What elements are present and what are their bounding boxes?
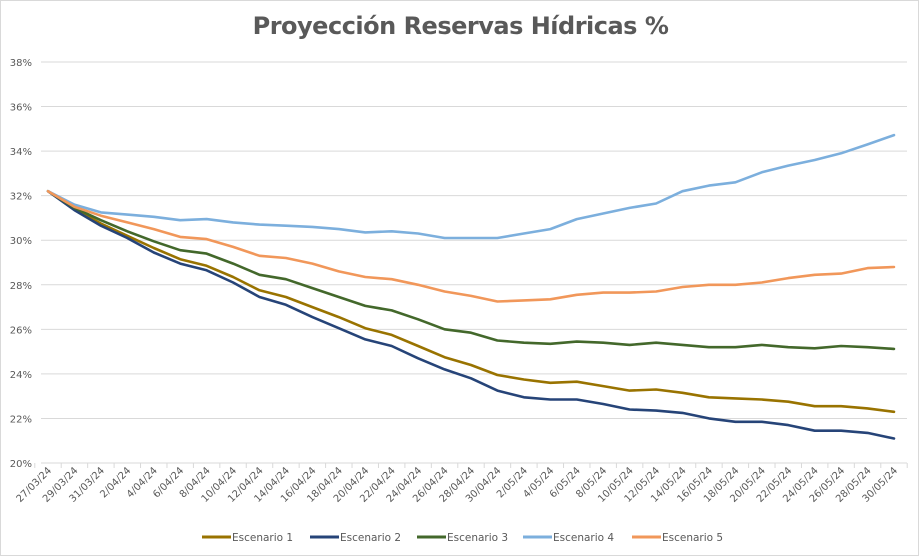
legend-label: Escenario 2 — [340, 532, 401, 544]
legend-item-4: Escenario 4 — [523, 532, 614, 544]
gridlines — [41, 61, 907, 419]
x-axis: 27/03/2429/03/2431/03/242/04/244/04/246/… — [15, 462, 908, 505]
y-tick-label: 28% — [10, 281, 32, 292]
y-tick-label: 24% — [10, 370, 32, 381]
y-axis: 20% 22% 24% 26% 28% 30% 32% 34% 36% 38% — [10, 58, 32, 470]
legend-label: Escenario 5 — [662, 532, 723, 544]
legend-item-1: Escenario 1 — [202, 532, 293, 544]
y-tick-label: 34% — [10, 147, 32, 158]
legend-item-5: Escenario 5 — [632, 532, 723, 544]
y-tick-label: 30% — [10, 236, 32, 247]
legend-item-3: Escenario 3 — [417, 532, 508, 544]
series-line-5 — [46, 189, 896, 303]
legend-item-2: Escenario 2 — [310, 532, 401, 544]
series-lines — [46, 133, 896, 440]
legend-label: Escenario 3 — [447, 532, 508, 544]
series-line-3 — [46, 189, 896, 351]
chart-title: Proyección Reservas Hídricas % — [252, 12, 669, 40]
legend-label: Escenario 4 — [553, 532, 614, 544]
legend-label: Escenario 1 — [232, 532, 293, 544]
y-tick-label: 32% — [10, 192, 32, 203]
y-tick-label: 22% — [10, 414, 32, 425]
y-tick-label: 38% — [10, 58, 32, 69]
series-line-1 — [46, 189, 896, 414]
y-tick-label: 26% — [10, 325, 32, 336]
series-line-2 — [46, 189, 896, 440]
legend: Escenario 1 Escenario 2 Escenario 3 Escenar… — [202, 532, 723, 544]
series-line-4 — [46, 133, 896, 240]
y-tick-label: 20% — [10, 459, 32, 470]
y-tick-label: 36% — [10, 103, 32, 114]
